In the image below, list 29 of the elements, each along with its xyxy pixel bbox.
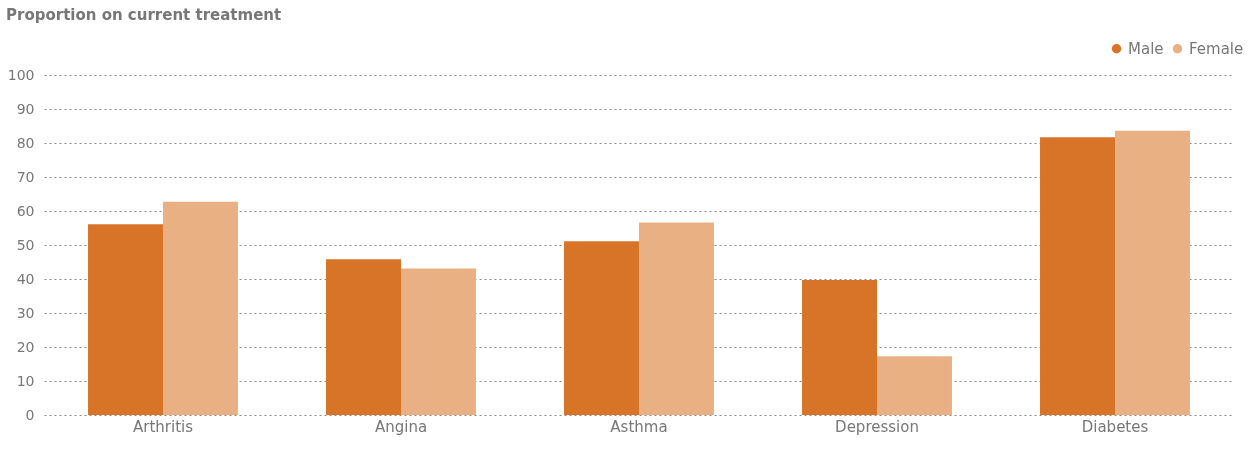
bar — [1040, 137, 1115, 415]
y-tick-label: 100 — [7, 66, 35, 83]
bar — [877, 356, 952, 415]
bar — [163, 201, 238, 415]
bar — [1115, 130, 1190, 415]
x-tick-label: Arthritis — [132, 417, 194, 436]
x-tick-label: Asthma — [610, 417, 668, 436]
chart-title: Proportion on current treatment — [6, 6, 282, 24]
y-tick-label: 70 — [16, 168, 35, 185]
y-tick-label: 10 — [16, 372, 35, 389]
bar — [401, 268, 476, 415]
y-tick-label: 80 — [16, 134, 35, 151]
bar — [639, 222, 714, 415]
y-tick-label: 50 — [16, 236, 35, 253]
y-tick-label: 40 — [16, 270, 35, 287]
legend-label: Male — [1128, 39, 1164, 58]
bar — [564, 241, 639, 415]
legend-label: Female — [1189, 39, 1244, 58]
bar — [326, 259, 401, 415]
y-tick-label: 90 — [16, 100, 35, 117]
bar — [802, 280, 877, 415]
y-tick-label: 20 — [16, 338, 35, 355]
x-tick-label: Angina — [374, 417, 428, 436]
y-tick-label: 0 — [25, 406, 35, 423]
x-tick-label: Depression — [835, 417, 919, 436]
x-tick-label: Diabetes — [1081, 417, 1149, 436]
y-tick-label: 60 — [16, 202, 35, 219]
y-tick-label: 30 — [16, 304, 35, 321]
bar — [88, 224, 163, 415]
